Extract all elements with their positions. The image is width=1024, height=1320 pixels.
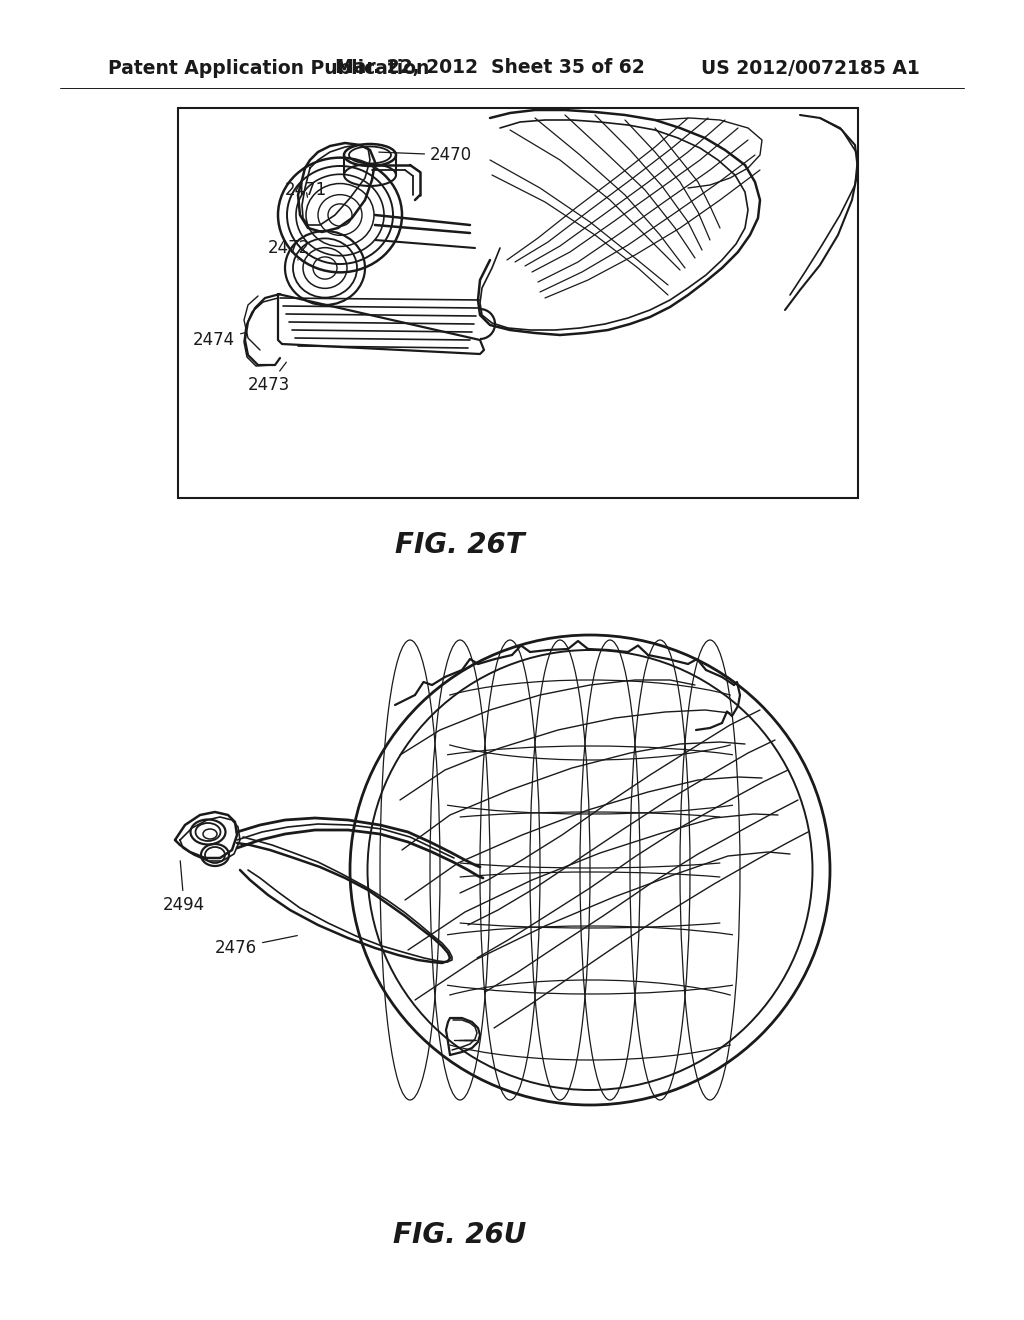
Text: 2470: 2470 bbox=[379, 147, 472, 164]
Text: 2471: 2471 bbox=[285, 181, 328, 199]
Text: 2494: 2494 bbox=[163, 861, 205, 913]
Text: 2473: 2473 bbox=[248, 362, 290, 393]
Text: 2476: 2476 bbox=[215, 936, 297, 957]
Text: Patent Application Publication: Patent Application Publication bbox=[108, 58, 429, 78]
Bar bbox=[178, 108, 858, 498]
Text: 2474: 2474 bbox=[193, 331, 246, 348]
Text: US 2012/0072185 A1: US 2012/0072185 A1 bbox=[701, 58, 920, 78]
Text: FIG. 26U: FIG. 26U bbox=[393, 1221, 526, 1249]
Text: 2472: 2472 bbox=[268, 239, 310, 260]
Text: Mar. 22, 2012  Sheet 35 of 62: Mar. 22, 2012 Sheet 35 of 62 bbox=[335, 58, 645, 78]
Text: FIG. 26T: FIG. 26T bbox=[395, 531, 525, 558]
